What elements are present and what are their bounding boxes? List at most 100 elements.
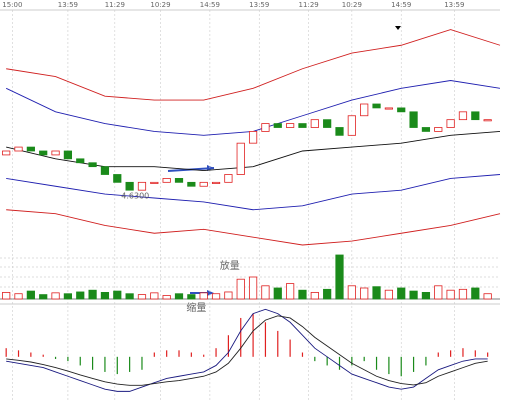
- volume-bar: [150, 292, 159, 300]
- volume-bar: [409, 290, 418, 300]
- band-line: [6, 174, 501, 211]
- candle: [88, 162, 97, 168]
- candle: [125, 181, 134, 191]
- candle: [335, 127, 344, 136]
- candle: [421, 127, 431, 132]
- candle: [76, 158, 85, 164]
- candle: [248, 131, 258, 144]
- volume-bar: [113, 290, 122, 300]
- candle: [14, 146, 23, 152]
- candle: [2, 150, 11, 156]
- candle: [224, 174, 233, 183]
- volume-bar: [273, 287, 282, 300]
- macd-line: [6, 308, 488, 392]
- candle: [174, 178, 184, 183]
- candle: [137, 181, 147, 191]
- candle: [286, 123, 295, 128]
- price-annotation: 4.6300: [121, 192, 149, 201]
- candle: [310, 119, 319, 128]
- volume-bar: [51, 292, 60, 300]
- candle: [199, 181, 208, 187]
- volume-bar: [137, 294, 147, 300]
- volume-bar: [39, 294, 48, 300]
- candle: [483, 119, 492, 122]
- volume-bar: [174, 293, 184, 300]
- candle: [409, 111, 418, 128]
- candle: [236, 142, 245, 175]
- x-tick-label: 14:59: [391, 1, 411, 9]
- volume-bar: [360, 287, 369, 300]
- volume-bar: [63, 293, 73, 300]
- volume-bar: [211, 293, 221, 300]
- volume-bar: [14, 293, 23, 300]
- candle: [211, 181, 221, 184]
- candle: [51, 150, 60, 156]
- volume-bar: [224, 291, 233, 300]
- arrow-head: [207, 290, 214, 296]
- band-line: [6, 130, 501, 172]
- volume-bar: [286, 283, 295, 300]
- volume-bar: [2, 291, 11, 300]
- volume-bar: [125, 293, 134, 300]
- volume-bar: [372, 286, 381, 300]
- candle: [63, 150, 73, 160]
- marker: [395, 26, 401, 30]
- x-tick-label: 11:29: [105, 1, 125, 9]
- candle: [347, 115, 356, 136]
- volume-bar: [162, 295, 171, 300]
- volume-bar: [310, 291, 319, 300]
- volume-bar: [100, 291, 110, 300]
- candle: [162, 178, 171, 183]
- volume-bar: [76, 291, 85, 300]
- candle: [187, 181, 196, 187]
- volume-bar: [187, 294, 196, 300]
- x-tick-label: 14:59: [200, 1, 220, 9]
- candle: [458, 111, 468, 121]
- volume-bar: [248, 276, 258, 300]
- x-tick-label: 11:29: [299, 1, 319, 9]
- candle: [434, 127, 443, 132]
- volume-bar: [471, 287, 480, 300]
- volume-bar: [384, 289, 393, 300]
- arrow-head: [207, 165, 214, 171]
- volume-bar: [397, 287, 406, 300]
- volume-bar: [335, 254, 344, 300]
- volume-bar: [421, 291, 431, 300]
- candle: [261, 123, 270, 132]
- candle: [113, 174, 122, 183]
- volume-bar: [88, 289, 97, 300]
- candle: [26, 146, 35, 152]
- volume-bar: [458, 288, 468, 300]
- candle: [372, 103, 381, 109]
- volume-bar: [347, 285, 356, 300]
- volume-bar: [236, 278, 245, 300]
- x-tick-label: 10:29: [342, 1, 362, 9]
- candle: [39, 150, 48, 156]
- volume-bar: [483, 293, 492, 300]
- candle: [100, 166, 110, 175]
- band-line: [6, 209, 501, 246]
- candle: [360, 103, 369, 117]
- x-tick-label: 13:59: [444, 1, 464, 9]
- candle: [446, 119, 455, 128]
- volume-bar: [261, 285, 270, 300]
- candle: [150, 181, 159, 184]
- x-tick-label: 13:59: [58, 1, 78, 9]
- volume-bar: [199, 292, 208, 300]
- volume-bar: [26, 290, 35, 300]
- candle: [298, 123, 307, 128]
- candle: [273, 123, 282, 128]
- volume-bar: [434, 285, 443, 300]
- volume-annotation: 缩量: [186, 301, 206, 314]
- band-line: [6, 29, 501, 101]
- x-tick-label: 10:29: [150, 1, 170, 9]
- volume-annotation: 放量: [220, 259, 240, 272]
- macd-line: [6, 315, 488, 386]
- volume-bar: [446, 289, 455, 300]
- candle: [471, 111, 480, 121]
- volume-bar: [323, 288, 332, 300]
- candle: [397, 107, 406, 113]
- candle: [384, 107, 393, 110]
